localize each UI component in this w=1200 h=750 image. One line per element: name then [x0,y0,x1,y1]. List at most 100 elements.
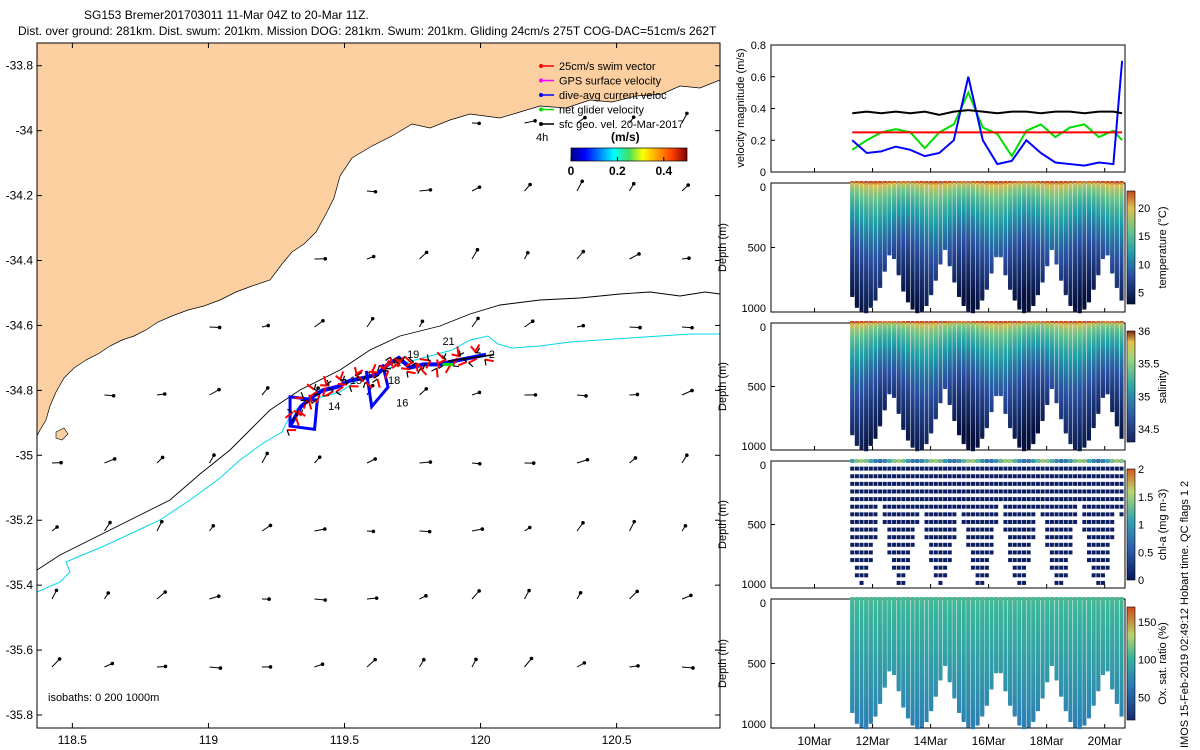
swim-vector [444,364,452,374]
swim-vector [451,353,461,358]
dive-number-label: 16 [396,398,408,410]
title-line-1: SG153 Bremer201703011 11-Mar 04Z to 20-M… [84,8,369,22]
temperature-sample [994,253,999,258]
vector-head [531,461,536,465]
swim-vector [325,390,334,397]
swim-vector [354,369,364,376]
temperature-sample [878,283,883,288]
swim-vector [335,375,344,383]
map-ytick-label: -34.2 [6,189,34,203]
sfc-vector [385,356,391,361]
temperature-sample [938,260,943,265]
temperature-sample [1082,305,1087,310]
temperature-sample [957,292,962,297]
vector-head [323,257,328,261]
velocity-series-line [851,60,1124,167]
vector-head [211,524,216,528]
temperature-sample [887,251,892,256]
sfc-vector [290,416,297,422]
sfc-vector [348,386,353,393]
swim-vector [322,375,328,386]
temperature-sample [1096,271,1101,276]
map-xtick-label: 119 [199,733,218,747]
temperature-sample [943,246,948,251]
salinity-sample [905,436,910,441]
temperature-sample [998,253,1003,258]
velocity-vector [524,658,532,668]
legend-swatch-head [539,107,543,112]
vector-head [477,121,481,126]
vector-head [266,323,270,328]
vector-head [162,392,167,396]
salinity-sample [896,409,901,414]
sfc-vector [303,400,310,405]
salinity-sample [882,406,887,411]
salinity-colorbar-tick-label: 34.5 [1138,424,1159,436]
temperature-sample [961,302,966,307]
temperature-sample [868,303,873,308]
velocity-vector [419,189,431,192]
sfc-vector [406,371,409,378]
salinity-colorbar [1126,330,1136,443]
vector-head [265,451,269,456]
temperature-sample [989,269,994,274]
temperature-sample [1054,260,1059,265]
sfc-vector [417,368,421,375]
swim-vector [384,359,390,369]
vector-head [691,666,695,670]
vector-head [580,179,584,184]
vector-head [111,393,116,398]
vector-head [428,188,433,192]
velocity-ytick-label: 0.2 [751,135,766,147]
swim-vector [468,357,478,364]
swim-vector [389,356,394,367]
vector-head [528,182,532,187]
temperature-sample [873,296,878,301]
vector-head [685,453,689,457]
temperature-sample [984,285,989,290]
salinity-clabel: salinity [1157,369,1169,403]
temperature-sample [947,262,952,267]
title-line-2: Dist. over ground: 281km. Dist. swum: 20… [18,24,717,38]
temperature-sample [1087,298,1092,303]
vector-head [370,316,375,321]
dive-number-label: 15 [350,375,362,387]
temperature-sample [896,271,901,276]
salinity-sample [868,441,873,446]
swim-vector [406,370,416,375]
salinity-sample [850,431,855,436]
map-ytick-label: -34 [16,124,34,138]
temperature-sample [901,287,906,292]
colorbar-tick-label: 0 [568,164,575,178]
velocity-ytick-label: 0.4 [751,104,766,116]
map-frame [36,42,721,729]
vector-head [525,250,530,255]
vector-head [581,323,586,328]
temperature-sample [919,307,924,312]
map-ytick-label: -35.8 [6,708,34,722]
vector-head [212,453,216,457]
sfc-vector [295,410,299,417]
swim-vector [371,369,376,379]
velocity-vector [261,453,268,464]
vector-head [638,325,642,330]
isobath-1000 [37,333,720,593]
temperature-sample [915,309,920,314]
temperature-sample [1012,296,1017,301]
swim-vector [457,360,468,367]
vector-head [373,457,378,461]
temperature-sample [1008,285,1013,290]
land-mass [37,43,720,437]
temperature-sample [1073,307,1078,312]
vector-head [578,590,583,595]
salinity-sample [915,447,920,452]
temperature-sample [1049,246,1054,251]
vector-head [690,325,694,330]
vector-head [477,390,482,395]
swim-vector [364,381,373,389]
vector-head [112,457,117,461]
temperature-sample [1059,276,1064,281]
